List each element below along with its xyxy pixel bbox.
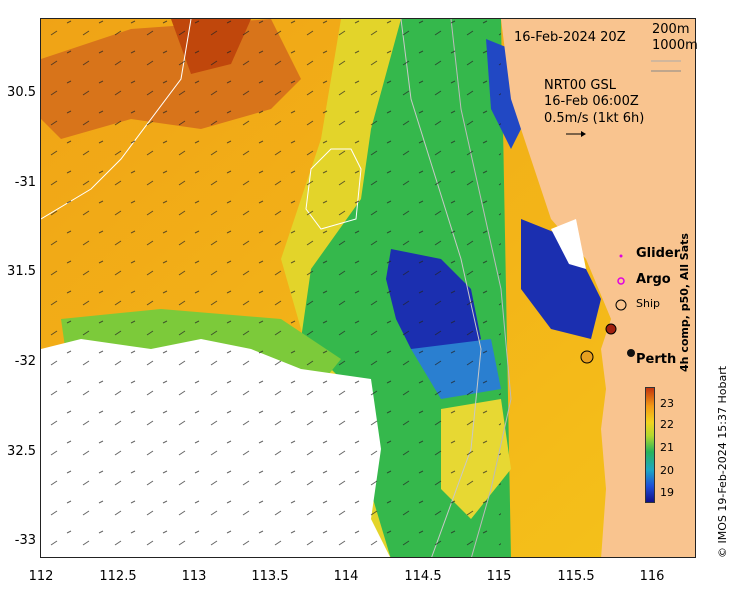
cb-tick-22: 22: [660, 418, 674, 431]
blue-coastal-eddy: [521, 219, 601, 339]
x-tick: 112: [28, 569, 54, 584]
legend-glider: Glider: [636, 246, 681, 261]
depth-label-1000: 1000m: [652, 38, 698, 53]
cb-tick-23: 23: [660, 397, 674, 410]
ship-symbol-icon: [615, 299, 627, 311]
current-source: NRT00 GSL: [544, 78, 616, 93]
perth-marker: [627, 349, 635, 357]
city-perth: Perth: [636, 352, 677, 367]
glider-symbol-icon: [619, 254, 623, 258]
depth-label-200: 200m: [652, 22, 690, 37]
x-tick: 115: [486, 569, 512, 584]
current-scale: 0.5m/s (1kt 6h): [544, 111, 645, 126]
current-arrows: [41, 19, 501, 557]
y-tick: -31: [14, 175, 36, 190]
legend-argo: Argo: [636, 272, 671, 287]
x-tick: 116: [639, 569, 665, 584]
ship-track-marker[interactable]: [580, 350, 594, 364]
legend-ship: Ship: [636, 297, 660, 310]
ship-marker[interactable]: [605, 323, 617, 335]
x-tick: 115.5: [557, 569, 595, 584]
x-tick: 113: [181, 569, 207, 584]
cb-tick-21: 21: [660, 441, 674, 454]
x-tick: 113.5: [251, 569, 289, 584]
credit-text: © IMOS 19-Feb-2024 15:37 Hobart: [716, 365, 729, 558]
sst-field: [41, 19, 695, 557]
x-tick: 114: [333, 569, 359, 584]
y-tick: -32: [14, 354, 36, 369]
y-tick: 31.5: [7, 264, 36, 279]
argo-symbol-icon: [617, 277, 625, 285]
colorbar: [645, 387, 655, 503]
y-tick: 30.5: [7, 85, 36, 100]
coastal-cloud: [551, 219, 586, 269]
y-tick: -33: [14, 533, 36, 548]
datetime-label: 16-Feb-2024 20Z: [514, 30, 626, 45]
y-tick: 32.5: [7, 444, 36, 459]
cb-tick-19: 19: [660, 486, 674, 499]
cb-tick-20: 20: [660, 464, 674, 477]
scale-arrow-head: [581, 131, 586, 137]
x-tick: 114.5: [404, 569, 442, 584]
current-time: 16-Feb 06:00Z: [544, 94, 639, 109]
sst-map[interactable]: [40, 18, 696, 558]
x-tick: 112.5: [99, 569, 137, 584]
